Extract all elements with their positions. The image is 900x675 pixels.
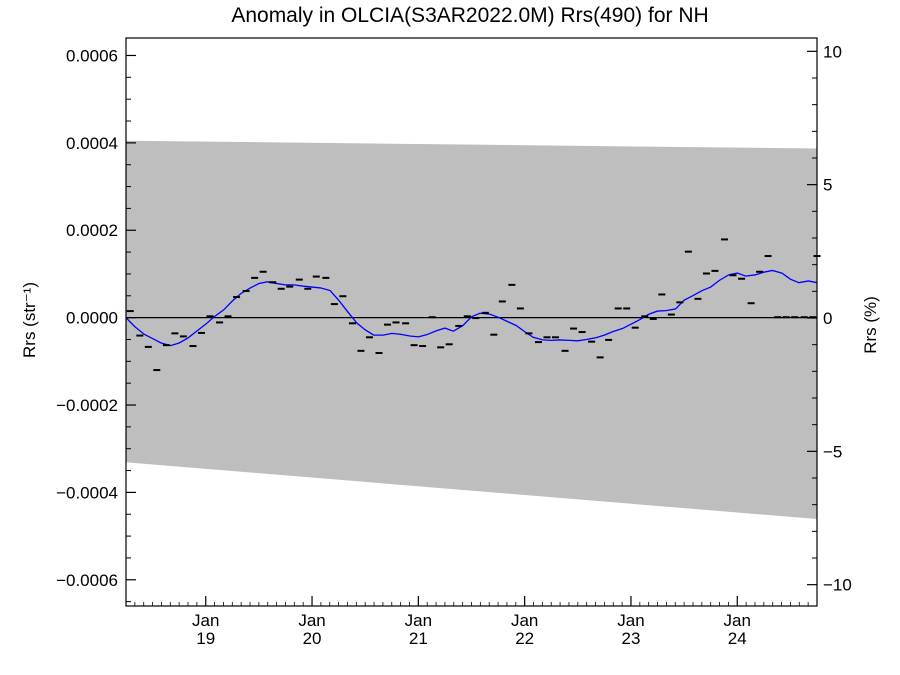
monthly-points	[126, 238, 821, 372]
x-tick-label: Jan	[617, 611, 644, 630]
right-axis-label: Rrs (%)	[861, 296, 880, 354]
y-tick-label: 0.0006	[66, 46, 118, 65]
y-right-tick-label: 5	[823, 176, 832, 195]
left-axis-label: Rrs (str⁻¹)	[20, 282, 39, 358]
x-tick-sublabel: 21	[409, 629, 428, 648]
right-axis: 10 5 0 −5 −10	[807, 42, 852, 595]
x-tick-label: Jan	[511, 611, 538, 630]
x-tick-label: Jan	[405, 611, 432, 630]
y-tick-label: −0.0006	[56, 571, 118, 590]
x-tick-label: Jan	[298, 611, 325, 630]
y-right-tick-label: 0	[823, 309, 832, 328]
y-right-tick-label: −5	[823, 442, 842, 461]
x-tick-label: Jan	[192, 611, 219, 630]
x-tick-sublabel: 19	[196, 629, 215, 648]
uncertainty-band	[126, 140, 817, 520]
y-tick-label: 0.0000	[66, 309, 118, 328]
y-right-tick-label: 10	[823, 42, 842, 61]
y-tick-label: 0.0002	[66, 221, 118, 240]
x-tick-label: Jan	[724, 611, 751, 630]
x-tick-sublabel: 20	[303, 629, 322, 648]
y-tick-label: −0.0002	[56, 396, 118, 415]
y-right-tick-label: −10	[823, 576, 852, 595]
x-tick-sublabel: 23	[622, 629, 641, 648]
y-tick-label: 0.0004	[66, 134, 118, 153]
y-tick-label: −0.0004	[56, 483, 118, 502]
x-tick-sublabel: 22	[515, 629, 534, 648]
plot-area	[125, 37, 821, 607]
left-axis: 0.0006 0.0004 0.0002 0.0000 −0.0002 −0.0004 −0…	[56, 46, 136, 603]
smoothed-series-line	[125, 269, 818, 347]
x-tick-sublabel: 24	[728, 629, 747, 648]
chart-title: Anomaly in OLCIA(S3AR2022.0M) Rrs(490) f…	[231, 4, 708, 27]
